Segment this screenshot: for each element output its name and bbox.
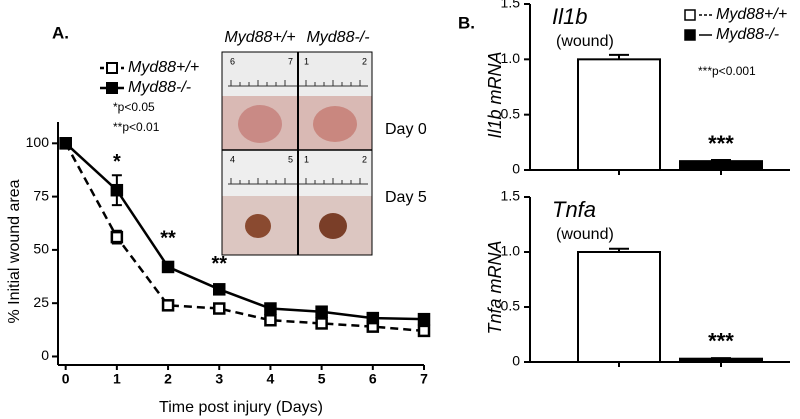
marker bbox=[161, 299, 175, 312]
y-tick-label: 100 bbox=[26, 134, 50, 150]
bar bbox=[577, 58, 661, 171]
series-line bbox=[64, 142, 425, 333]
wound bbox=[319, 213, 347, 239]
x-tick-label: 7 bbox=[420, 371, 428, 387]
row-label: Day 5 bbox=[385, 189, 427, 206]
legend-marker bbox=[684, 29, 696, 41]
column-label: Myd88+/+ bbox=[224, 29, 295, 46]
series-line bbox=[64, 142, 425, 321]
row-label: Day 0 bbox=[385, 121, 427, 138]
chart-subtitle: (wound) bbox=[556, 33, 614, 50]
bar bbox=[679, 357, 763, 364]
x-tick-label: 0 bbox=[62, 371, 70, 387]
y-axis-label: Tnfa mRNA bbox=[485, 240, 505, 334]
ruler-number: 2 bbox=[362, 56, 367, 66]
wound bbox=[245, 214, 271, 238]
y-tick-label: 0.5 bbox=[501, 105, 521, 121]
marker bbox=[264, 313, 277, 327]
marker bbox=[366, 311, 380, 325]
y-tick-label: 1.5 bbox=[501, 188, 521, 204]
ruler-number: 1 bbox=[304, 56, 309, 66]
legend-marker bbox=[106, 62, 118, 74]
note: **p<0.01 bbox=[113, 120, 160, 134]
annotation: *** bbox=[708, 329, 734, 354]
panel-label: A. bbox=[52, 23, 69, 42]
y-tick-label: 1.0 bbox=[501, 243, 521, 259]
marker bbox=[161, 260, 175, 274]
ruler-number: 5 bbox=[288, 154, 293, 164]
annotation: ** bbox=[160, 228, 176, 250]
marker bbox=[110, 230, 124, 244]
x-tick-label: 2 bbox=[164, 371, 172, 387]
note: ***p<0.001 bbox=[698, 64, 756, 78]
marker bbox=[264, 302, 277, 315]
ruler-number: 4 bbox=[230, 154, 235, 164]
chart-title: Tnfa bbox=[552, 197, 596, 222]
legend-label: Myd88-/- bbox=[716, 26, 779, 43]
legend-marker bbox=[106, 82, 118, 94]
legend-label: Myd88+/+ bbox=[128, 59, 199, 76]
marker bbox=[417, 312, 431, 326]
ruler-number: 6 bbox=[230, 56, 235, 66]
bar bbox=[577, 251, 661, 363]
y-tick-label: 0 bbox=[512, 161, 520, 177]
ruler-number: 2 bbox=[362, 154, 367, 164]
x-tick-label: 4 bbox=[267, 371, 275, 387]
y-tick-label: 0.5 bbox=[501, 298, 521, 314]
marker bbox=[212, 302, 226, 315]
x-tick-label: 1 bbox=[113, 371, 121, 387]
marker bbox=[315, 305, 328, 318]
photo-frame bbox=[221, 51, 373, 256]
wound bbox=[238, 105, 282, 143]
y-tick-label: 1.5 bbox=[501, 0, 521, 11]
y-tick-label: 25 bbox=[33, 294, 49, 310]
note: *p<0.05 bbox=[113, 100, 155, 114]
annotation: ** bbox=[211, 253, 227, 275]
x-axis-label: Time post injury (Days) bbox=[159, 399, 323, 416]
chart-title: Il1b bbox=[552, 4, 587, 29]
y-tick-label: 1.0 bbox=[501, 50, 521, 66]
chart-subtitle: (wound) bbox=[556, 226, 614, 243]
ruler-number: 7 bbox=[288, 56, 293, 66]
y-tick-label: 50 bbox=[33, 241, 49, 257]
x-tick-label: 5 bbox=[318, 371, 326, 387]
y-tick-label: 0 bbox=[41, 347, 49, 363]
ruler-number: 1 bbox=[304, 154, 309, 164]
wound bbox=[313, 106, 357, 142]
y-tick-label: 75 bbox=[33, 187, 49, 203]
ruler-ticks bbox=[230, 80, 361, 184]
bar bbox=[679, 160, 763, 172]
panel-label: B. bbox=[458, 13, 475, 32]
marker bbox=[110, 183, 124, 197]
marker bbox=[59, 137, 72, 150]
x-tick-label: 3 bbox=[215, 371, 223, 387]
legend-label: Myd88+/+ bbox=[716, 6, 787, 23]
image-panel: 6 7 1 2 4 5 1 2 Myd88+/+ Myd88-/- Day 0 … bbox=[221, 29, 427, 256]
marker bbox=[417, 324, 431, 338]
annotation: * bbox=[113, 151, 121, 173]
y-axis-label: % Initial wound area bbox=[6, 179, 23, 323]
legend-marker bbox=[684, 9, 696, 21]
x-tick-label: 6 bbox=[369, 371, 377, 387]
y-axis-label: Il1b mRNA bbox=[485, 51, 505, 138]
column-label: Myd88-/- bbox=[306, 29, 369, 46]
marker bbox=[212, 283, 226, 296]
legend-label: Myd88-/- bbox=[128, 79, 191, 96]
y-tick-label: 0 bbox=[512, 353, 520, 369]
annotation: *** bbox=[708, 131, 734, 156]
marker bbox=[315, 317, 328, 330]
